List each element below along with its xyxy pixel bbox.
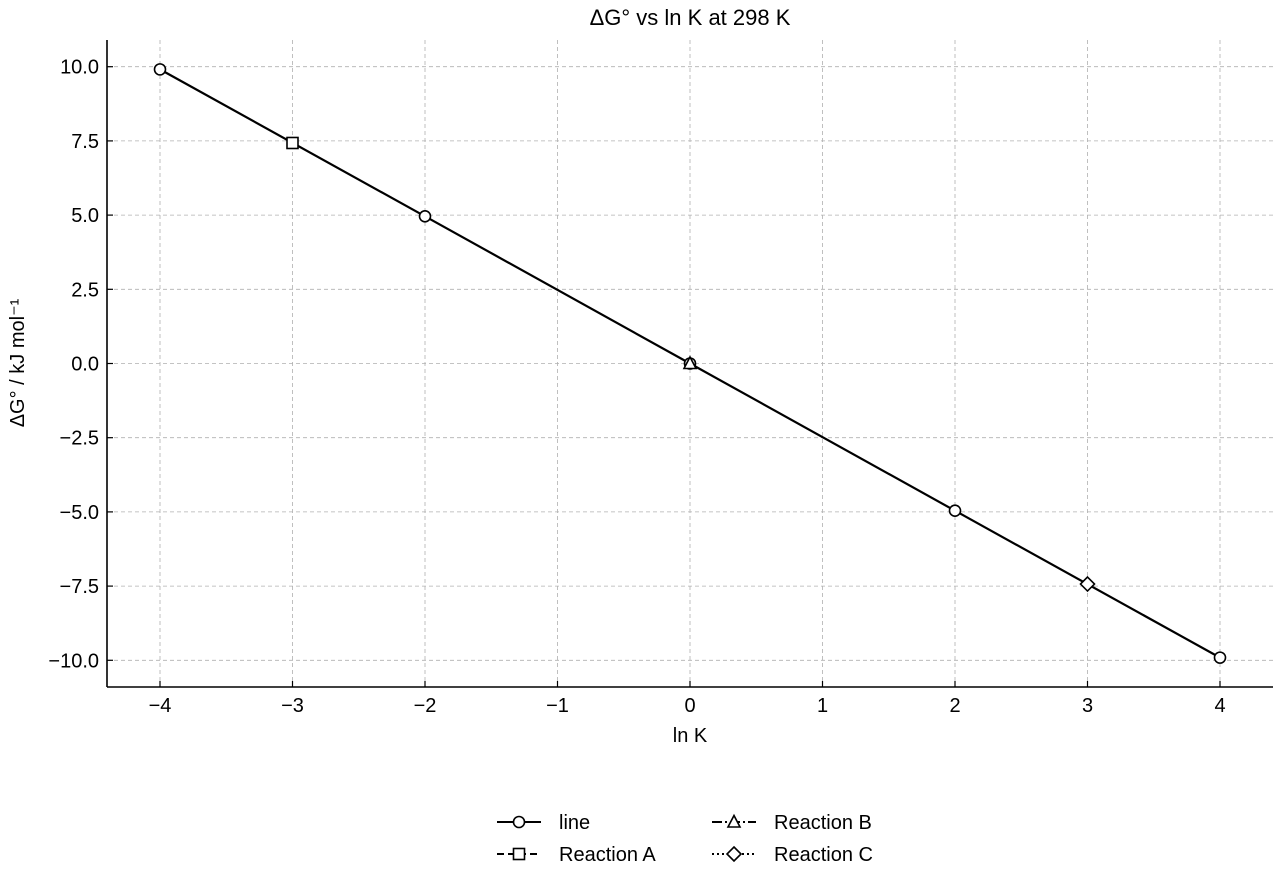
- data-point-reaction-b: [682, 355, 698, 370]
- x-axis-label: ln K: [673, 725, 708, 747]
- x-tick-label: 2: [949, 695, 960, 717]
- y-axis-label: ΔG° / kJ mol⁻¹: [7, 298, 29, 427]
- x-tick-label: −2: [414, 695, 437, 717]
- data-point-reaction-c: [1079, 575, 1096, 593]
- legend: line Reaction A Reaction B Reaction C: [497, 812, 873, 866]
- data-point-line: [948, 504, 962, 518]
- legend-label: Reaction B: [774, 812, 872, 834]
- x-tick-label: 3: [1082, 695, 1093, 717]
- x-tick-label: −4: [149, 695, 172, 717]
- data-point-line: [1213, 651, 1227, 664]
- x-tick-label: 4: [1214, 695, 1225, 717]
- y-tick-label: 0.0: [71, 354, 99, 376]
- y-tick-label: 2.5: [71, 279, 99, 301]
- y-tick-label: 10.0: [60, 57, 99, 79]
- x-tick-label: −1: [546, 695, 569, 717]
- legend-marker-diamond: [725, 845, 743, 863]
- x-ticks: −4 −3 −2 −1 0 1 2 3 4: [149, 681, 1226, 717]
- y-tick-label: −5.0: [60, 502, 99, 524]
- series-markers: [153, 63, 1227, 664]
- data-point-line: [418, 209, 432, 223]
- legend-label: line: [559, 812, 590, 834]
- x-tick-label: −3: [281, 695, 304, 717]
- x-tick-label: 1: [817, 695, 828, 717]
- y-tick-label: −10.0: [48, 650, 99, 672]
- y-tick-label: −2.5: [60, 428, 99, 450]
- chart-title: ΔG° vs ln K at 298 K: [590, 5, 791, 30]
- legend-label: Reaction A: [559, 844, 656, 866]
- legend-marker-circle: [512, 815, 526, 829]
- y-tick-label: 7.5: [71, 131, 99, 153]
- y-ticks: 10.0 7.5 5.0 2.5 0.0 −2.5 −5.0 −7.5 −10.0: [48, 57, 113, 672]
- data-point-line: [153, 63, 167, 76]
- legend-marker-square: [512, 847, 526, 861]
- x-tick-label: 0: [684, 695, 695, 717]
- y-tick-label: −7.5: [60, 576, 99, 598]
- data-point-reaction-a: [286, 136, 299, 150]
- legend-label: Reaction C: [774, 844, 873, 866]
- legend-marker-triangle: [726, 813, 742, 828]
- y-tick-label: 5.0: [71, 205, 99, 227]
